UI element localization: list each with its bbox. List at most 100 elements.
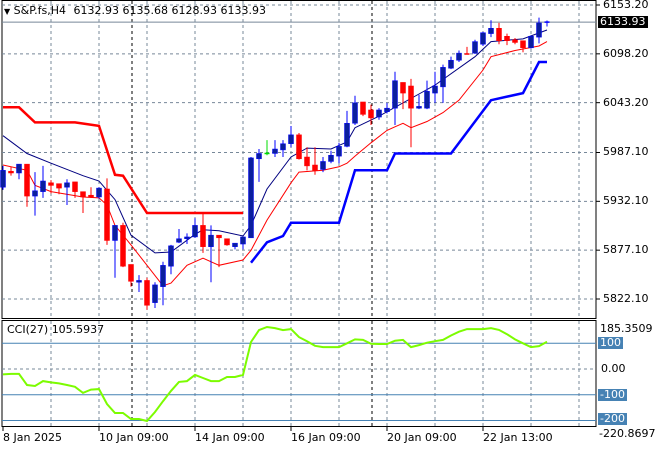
cci-level-100: 100 [598,336,623,349]
candle-body [488,28,494,34]
candle-body [408,85,414,109]
candle-body [424,91,430,109]
price-tick: 5987.10 [603,145,649,158]
candle-body [368,109,374,119]
cci-title: CCI(27) 105.5937 [7,324,104,336]
moving-average-slow-line [2,41,548,287]
candle-body [16,163,22,174]
candle-body [288,134,294,144]
candle-body [520,40,526,49]
candle-body [272,148,278,154]
candle-body [208,234,214,247]
time-label: 20 Jan 09:00 [387,431,457,444]
candle-body [24,163,30,197]
candle-body [200,225,206,247]
cci-min-label: -220.8697 [599,427,656,440]
candle-body [192,225,198,238]
candle-body [456,52,462,61]
open-value: 6132.93 [73,4,120,17]
candle-body [48,182,54,186]
price-tick: 6043.20 [603,96,649,109]
candle-body [144,280,150,306]
candle-body [400,82,406,94]
candle-body [352,102,358,124]
candle-body [328,154,334,162]
candle-body [440,67,446,88]
cci-line [2,325,548,423]
candle-body [248,157,254,239]
candle-body [536,22,542,38]
time-label: 22 Jan 13:00 [483,431,553,444]
candle-body [40,180,46,192]
candle-body [376,109,382,118]
cci-name: CCI(27) [7,323,49,336]
candle-body [8,170,14,174]
high-value: 6135.68 [122,4,169,17]
time-label: 8 Jan 2025 [3,431,62,444]
cci-level-minus100: -100 [598,388,627,401]
trailing-stop-down-line [3,106,243,215]
low-value: 6128.93 [171,4,218,17]
candle-body [280,143,286,151]
candle-body [72,181,78,192]
candle-body [336,146,342,157]
current-price-label: 6133.93 [598,15,648,28]
candle-body [304,156,310,167]
chart-header: ▼ S&P.fs,H4 6132.93 6135.68 6128.93 6133… [4,5,266,18]
price-tick: 5822.10 [603,292,649,305]
trailing-stop-up-line [250,60,547,264]
candle-body [232,242,238,247]
candle-body [216,234,222,239]
cci-level-0: 0.00 [601,362,626,375]
main-panel-frame [1,0,597,319]
candle-body [496,28,502,41]
candle-body [224,238,230,246]
candle-body [384,107,390,112]
candle-body [104,188,110,241]
triangle-down-icon[interactable]: ▼ [4,7,11,16]
time-label: 10 Jan 09:00 [99,431,169,444]
candle-body [512,39,518,43]
candle-body [88,194,94,198]
time-label: 14 Jan 09:00 [195,431,265,444]
candle-body [528,36,534,49]
cci-panel-frame [1,320,597,427]
price-tick: 6153.20 [603,0,649,11]
price-tick: 5932.10 [603,194,649,207]
candle-body [416,106,422,109]
cci-value: 105.5937 [51,323,105,336]
price-tick: 6098.20 [603,47,649,60]
candle-body [392,80,398,109]
candle-body [472,41,478,54]
price-tick: 5877.10 [603,243,649,256]
candle-body [176,238,182,243]
candle-body [96,187,102,198]
candle-body [432,85,438,94]
candle-body [0,170,6,188]
candle-body [136,280,142,283]
candle-body [296,134,302,160]
candle-body [168,245,174,267]
candle-body [184,236,190,239]
candle-body [480,32,486,45]
candle-body [320,161,326,170]
candle-body [56,183,62,189]
candle-body [360,101,366,115]
candle-body [152,284,158,303]
time-label: 16 Jan 09:00 [291,431,361,444]
cci-level-minus200: -200 [598,412,627,425]
candle-body [128,264,134,282]
candle-body [80,191,86,198]
candle-body [112,225,118,241]
candle-body [32,190,38,197]
candle-body [240,236,246,245]
candle-body [120,225,126,267]
candle-body [160,265,166,287]
candle-body [64,182,70,188]
cci-max-label: 185.3509 [600,322,653,335]
candle-body [312,164,318,171]
candle-body [344,123,350,147]
symbol-label: S&P.fs,H4 [13,4,67,17]
candle-body [504,36,510,41]
